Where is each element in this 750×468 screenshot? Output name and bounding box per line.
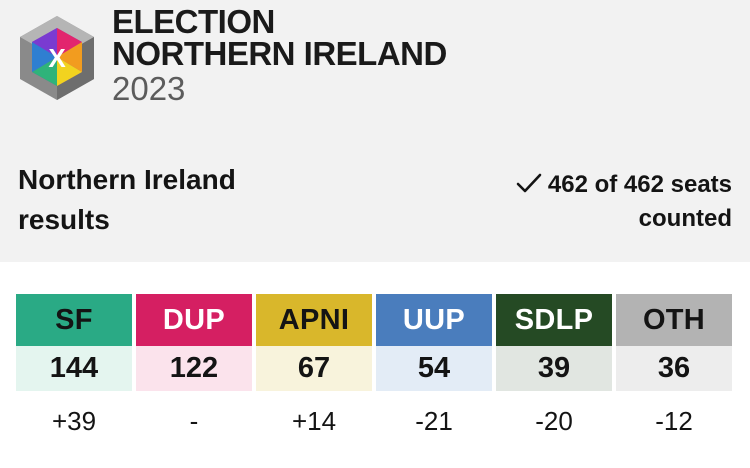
party-seat-change: -21 <box>415 405 453 436</box>
party-name: OTH <box>616 294 732 346</box>
party-seats: 36 <box>616 346 732 391</box>
brand-title: ELECTION NORTHERN IRELAND 2023 <box>112 3 447 107</box>
party-name: UUP <box>376 294 492 346</box>
party-results-table: SF 144 +39 DUP 122 - APNI 67 +14 UUP 54 -21 SDLP 39 -2… <box>16 294 732 451</box>
party-name: DUP <box>136 294 252 346</box>
seats-counted-text: 462 of 462 seats counted <box>547 171 732 232</box>
party-seat-change: - <box>189 405 199 436</box>
party-seats: 39 <box>496 346 612 391</box>
party-column[interactable]: OTH 36 -12 <box>616 294 732 451</box>
election-logo-icon: X <box>20 16 94 100</box>
party-name: SDLP <box>496 294 612 346</box>
brand-year: 2023 <box>112 70 186 107</box>
party-name: SF <box>16 294 132 346</box>
brand-line-1: ELECTION <box>112 3 275 40</box>
party-seats: 144 <box>16 346 132 391</box>
party-column[interactable]: UUP 54 -21 <box>376 294 492 451</box>
party-column[interactable]: DUP 122 - <box>136 294 252 451</box>
seats-counted-status: 462 of 462 seats counted <box>462 168 732 236</box>
party-seat-change: +39 <box>51 405 97 436</box>
party-column[interactable]: SDLP 39 -20 <box>496 294 612 451</box>
party-name: APNI <box>256 294 372 346</box>
checkmark-icon <box>516 173 542 193</box>
header-panel: X ELECTION NORTHERN IRELAND 2023 Norther… <box>0 0 750 262</box>
party-seats: 54 <box>376 346 492 391</box>
region-title: Northern Ireland results <box>18 164 236 235</box>
party-seat-change: -12 <box>655 405 693 436</box>
logo-glyph: X <box>48 43 66 73</box>
party-column[interactable]: APNI 67 +14 <box>256 294 372 451</box>
party-seats: 67 <box>256 346 372 391</box>
party-seats: 122 <box>136 346 252 391</box>
brand-line-2: NORTHERN IRELAND <box>112 35 447 72</box>
party-seat-change: -20 <box>535 405 573 436</box>
party-seat-change: +14 <box>291 405 337 436</box>
party-column[interactable]: SF 144 +39 <box>16 294 132 451</box>
